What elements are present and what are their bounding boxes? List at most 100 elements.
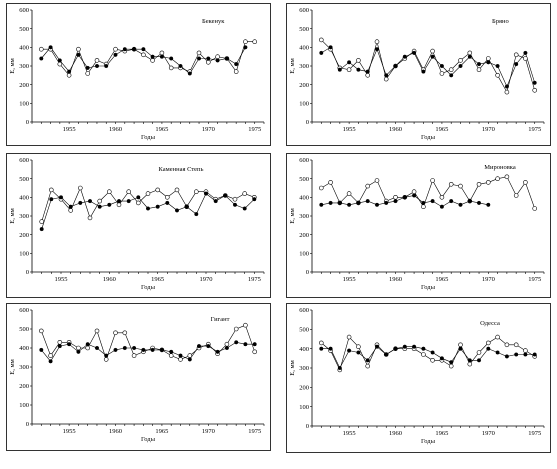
series-line-open (321, 336, 535, 371)
data-point-filled (449, 360, 454, 365)
panel-frame (286, 303, 551, 453)
data-point-open (168, 353, 174, 358)
data-point-filled (85, 65, 90, 70)
data-point-open (476, 67, 482, 72)
data-point-filled (337, 67, 342, 72)
x-tick-label: 1970 (202, 428, 215, 435)
data-point-filled (384, 352, 389, 357)
x-tick-label: 1970 (482, 126, 495, 133)
x-tick-label: 1970 (482, 276, 495, 283)
data-point-open (448, 67, 454, 72)
data-point-open (97, 198, 102, 204)
data-point-open (174, 187, 180, 193)
data-point-open (131, 353, 137, 358)
data-point-open (66, 73, 72, 78)
data-point-filled (187, 71, 192, 76)
x-tick-label: 1960 (109, 126, 122, 133)
data-point-filled (347, 60, 352, 65)
data-point-filled (68, 204, 73, 209)
x-tick-label: 1955 (343, 430, 356, 437)
data-point-filled (232, 202, 237, 207)
data-point-filled (126, 199, 131, 204)
x-tick-label: 1975 (248, 276, 261, 283)
x-tick-label: 1955 (343, 276, 356, 283)
panel-odessa: 0 100 200 300 400 500 600 1955 1960 1965 1970 1975 Г… (286, 303, 551, 453)
data-point-filled (374, 344, 379, 349)
data-point-open (215, 54, 220, 60)
y-tick-label: 0 (26, 119, 29, 126)
y-tick-label: 500 (299, 176, 309, 183)
data-point-filled (224, 346, 229, 351)
panel-kamennaya-step: 0 100 200 300 400 500 600 1955 1960 1965 1970 1975 Г… (6, 153, 271, 298)
data-point-filled (514, 62, 519, 67)
y-tick-label: 200 (19, 82, 29, 89)
x-tick-label: 1960 (389, 126, 402, 133)
y-axis-label: E, мм (9, 58, 16, 73)
data-point-open (430, 357, 435, 363)
y-axis-label: E, мм (9, 359, 16, 374)
data-point-filled (39, 347, 44, 352)
x-axis-label: Годы (421, 134, 436, 141)
data-point-filled (224, 56, 229, 61)
data-point-filled (430, 199, 435, 204)
data-point-filled (514, 352, 519, 357)
data-point-filled (393, 199, 398, 204)
data-point-open (252, 39, 257, 45)
x-tick-label: 1955 (63, 428, 76, 435)
chart-kamennaya-step: 0 100 200 300 400 500 600 1955 1960 1965 1970 1975 Г… (6, 153, 271, 298)
y-tick-label: 600 (299, 307, 309, 314)
data-point-open (48, 187, 54, 193)
data-point-filled (234, 62, 239, 67)
x-axis-label: Годы (141, 436, 156, 443)
y-tick-label: 500 (19, 326, 29, 333)
data-point-filled (165, 200, 170, 205)
data-point-filled (458, 64, 463, 69)
x-tick-label: 1975 (528, 126, 541, 133)
y-tick-label: 100 (299, 251, 309, 258)
y-axis-label: E, мм (289, 360, 296, 375)
data-point-filled (59, 195, 64, 200)
data-point-open (38, 328, 44, 334)
data-point-filled (57, 344, 62, 349)
y-tick-label: 0 (306, 423, 309, 430)
data-point-filled (402, 344, 407, 349)
data-point-open (206, 59, 211, 65)
data-point-filled (67, 69, 72, 74)
data-point-open (94, 58, 100, 63)
data-point-filled (159, 347, 164, 352)
data-point-filled (39, 56, 44, 61)
data-point-filled (319, 202, 324, 207)
data-point-filled (476, 62, 481, 67)
data-point-open (155, 187, 160, 193)
data-point-open (513, 52, 519, 58)
data-point-open (383, 76, 389, 82)
series-line-filled (321, 46, 535, 88)
y-tick-label: 500 (299, 26, 309, 33)
data-point-open (486, 56, 491, 61)
y-tick-label: 100 (19, 251, 29, 258)
data-point-filled (495, 64, 500, 69)
x-tick-label: 1960 (103, 276, 116, 283)
data-point-filled (374, 202, 379, 207)
y-axis-label: E, мм (9, 208, 16, 223)
y-tick-label: 100 (299, 101, 309, 108)
data-point-open (504, 342, 510, 348)
data-point-filled (242, 206, 247, 211)
y-tick-label: 400 (299, 45, 309, 52)
y-tick-label: 0 (306, 119, 309, 126)
data-point-open (68, 208, 73, 213)
x-tick-label: 1975 (248, 126, 261, 133)
data-point-open (430, 178, 435, 183)
data-point-open (430, 48, 435, 54)
chart-mironovka: 0 100 200 300 400 500 600 1955 1960 1965 1970 1975 Г… (286, 153, 551, 298)
data-point-open (94, 328, 100, 334)
data-point-filled (476, 200, 481, 205)
series-line-filled (41, 46, 246, 74)
y-tick-label: 600 (19, 307, 29, 314)
data-point-filled (467, 54, 472, 59)
data-point-filled (430, 54, 435, 59)
data-point-filled (356, 350, 361, 355)
data-point-open (126, 189, 131, 195)
data-point-open (78, 185, 83, 191)
panel-frame (6, 3, 271, 146)
